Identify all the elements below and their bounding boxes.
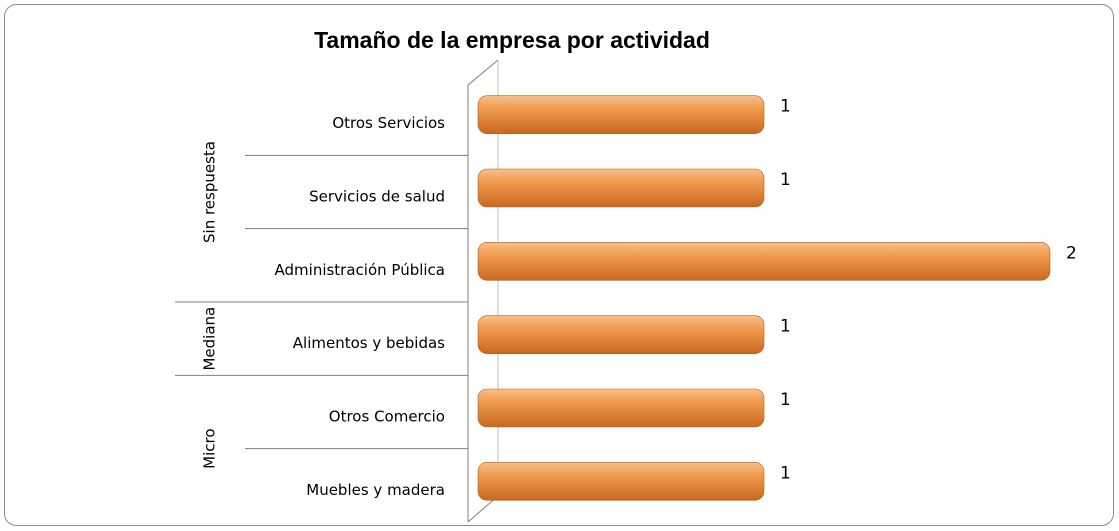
group-label: Mediana — [201, 307, 219, 371]
group-label: Sin respuesta — [201, 141, 219, 243]
y-tick-label: Muebles y madera — [306, 481, 445, 499]
bar — [477, 95, 765, 134]
data-label: 1 — [780, 97, 791, 117]
axis-wall — [467, 59, 499, 86]
bar — [477, 462, 765, 501]
bar — [477, 168, 765, 208]
data-label: 2 — [1066, 243, 1077, 263]
y-tick-label: Servicios de salud — [309, 188, 445, 206]
data-label: 1 — [780, 463, 791, 483]
chart-title: Tamaño de la empresa por actividad — [314, 27, 710, 53]
data-label: 1 — [780, 317, 791, 337]
y-tick-label: Otros Servicios — [332, 114, 445, 132]
bar — [477, 388, 765, 428]
bar — [477, 242, 1051, 281]
y-tick-label: Administración Pública — [275, 261, 445, 279]
y-tick-label: Alimentos y bebidas — [293, 334, 445, 352]
y-tick-label: Otros Comercio — [329, 408, 445, 426]
group-label: Micro — [201, 428, 219, 468]
data-label: 1 — [780, 390, 791, 410]
bar — [477, 315, 765, 354]
data-label: 1 — [780, 170, 791, 190]
